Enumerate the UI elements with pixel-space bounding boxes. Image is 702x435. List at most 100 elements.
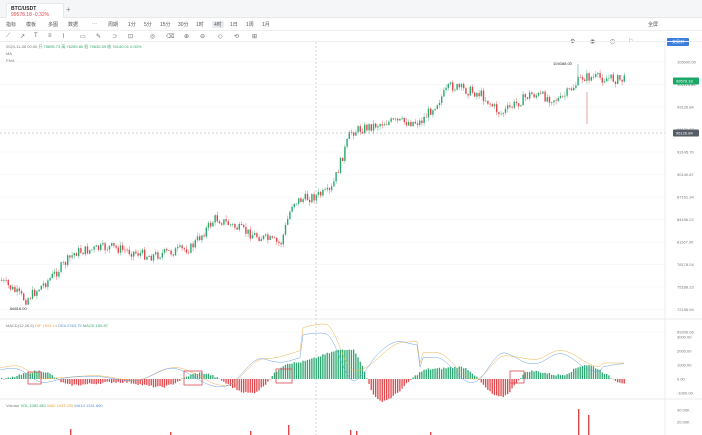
candle-body [238,224,240,230]
candle-body [144,249,146,260]
candle-body [399,118,401,121]
zoom-in-icon[interactable]: ⊕ [184,34,190,40]
settings-icon[interactable]: ⚙ [570,39,576,45]
macd-bar [172,379,174,385]
macd-bar [227,379,229,384]
toolbar-period[interactable]: 周期 [108,22,119,28]
candle-body [359,126,361,132]
magnet-icon[interactable]: ⊃ [112,34,118,40]
low-annotation: 66816.00 [10,306,27,311]
period-1d[interactable]: 1日 [230,22,238,28]
candle-body [150,255,152,261]
candle-body [559,95,562,99]
candle-body [617,75,619,84]
candle-body [300,198,302,203]
macd-bar [509,379,511,393]
candle-body [526,97,529,99]
candle-body [322,189,324,196]
period-1M[interactable]: 1月 [262,22,270,28]
period-1h[interactable]: 1时 [196,22,204,28]
volume-bar [70,429,72,435]
candle-body [287,219,289,225]
macd-bar [610,378,612,379]
alert-icon[interactable]: ⚐ [628,39,634,45]
period-4h[interactable]: 4时 [212,21,224,28]
macd-bar [23,373,25,379]
period-1w[interactable]: 1周 [246,22,254,28]
candle-body [471,86,474,93]
ema-indicator-row[interactable]: EMA [6,58,15,63]
price-chart[interactable]: 105000.00102114.8499126.8496131.8793145.… [0,42,702,435]
macd-bar [353,349,355,379]
candle-body [476,93,478,97]
toolbar-templates[interactable]: 模板 [26,22,37,28]
macd-bar [49,373,51,379]
add-tab-icon[interactable]: + [66,5,71,14]
toolbar-data[interactable]: 数据 [68,22,79,28]
ray-icon[interactable]: ↗ [20,34,26,40]
macd-bar [298,362,300,379]
candle-body [152,254,155,261]
toolbar-more[interactable]: ⋯ [92,21,97,27]
line-icon[interactable]: ⟋ [6,33,11,39]
candlesticks [1,64,625,306]
reset-icon[interactable]: ⟲ [234,34,240,40]
macd-bar [62,379,64,383]
candle-body [225,219,227,222]
macd-bar [469,371,471,379]
candle-body [183,248,185,250]
period-30m[interactable]: 30分 [178,22,189,28]
candle-body [597,73,599,75]
period-1m[interactable]: 1分 [128,22,136,28]
fib-icon[interactable]: ≡ [48,33,52,39]
ma-indicator-row[interactable]: MA [6,51,12,56]
measure-icon[interactable]: ▭ [80,34,86,40]
toolbar-layouts[interactable]: 多图 [48,22,59,28]
candle-body [179,245,181,247]
layers-icon[interactable]: ◇ [218,34,223,40]
drawing-toolbar: ⟋ ↗ T ≡ ⌇ ▭ ✎ ⊃ ⊡ ◎ ⌫ ⊕ ⊖ ◇ ⟲ ⊞ [0,31,702,42]
macd-bar [108,379,111,382]
candle-body [93,246,95,250]
macd-bar [564,375,566,379]
volume-bar [170,432,172,435]
zoom-out-icon[interactable]: ⊖ [200,34,206,40]
brush-icon[interactable]: ✎ [96,34,102,40]
macd-bar [386,379,388,401]
macd-bar [243,379,245,393]
period-15m[interactable]: 15分 [160,22,171,28]
trash-icon[interactable]: ⌫ [166,34,175,40]
candle-body [379,124,381,127]
macd-bar [504,379,507,396]
macd-bar [139,379,141,385]
macd-bar [526,371,529,379]
macd-bar [581,365,584,379]
price-tick-label: 81167.00 [677,240,694,245]
candle-body [533,94,535,98]
clock-icon[interactable]: ◷ [610,39,616,45]
camera-icon[interactable]: ◉ [590,39,596,45]
candle-body [372,123,375,131]
candle-body [509,105,511,107]
candle-body [174,248,177,256]
candle-body [113,243,115,246]
candle-body [49,278,51,281]
macd-bar [14,377,16,379]
lock-icon[interactable]: ⊡ [128,34,134,40]
candle-body [309,200,311,203]
pattern-icon[interactable]: ⌇ [62,34,65,40]
text-icon[interactable]: T [34,33,38,39]
candle-body [419,120,421,125]
grid-icon[interactable]: ⊞ [252,34,258,40]
symbol-tab[interactable]: BTC/USDT 99578.18 -0.32% [6,3,64,18]
period-5m[interactable]: 5分 [144,22,152,28]
macd-bar [56,377,58,379]
eye-icon[interactable]: ◎ [150,34,156,40]
toolbar-indicators[interactable]: 指标 [6,22,17,28]
volume-tick-label: 30.00K [677,408,690,413]
fullscreen-button[interactable]: 全屏 [648,22,659,28]
macd-bar [216,377,218,379]
candle-body [465,88,467,94]
macd-bar [542,372,544,379]
candle-body [421,120,423,124]
